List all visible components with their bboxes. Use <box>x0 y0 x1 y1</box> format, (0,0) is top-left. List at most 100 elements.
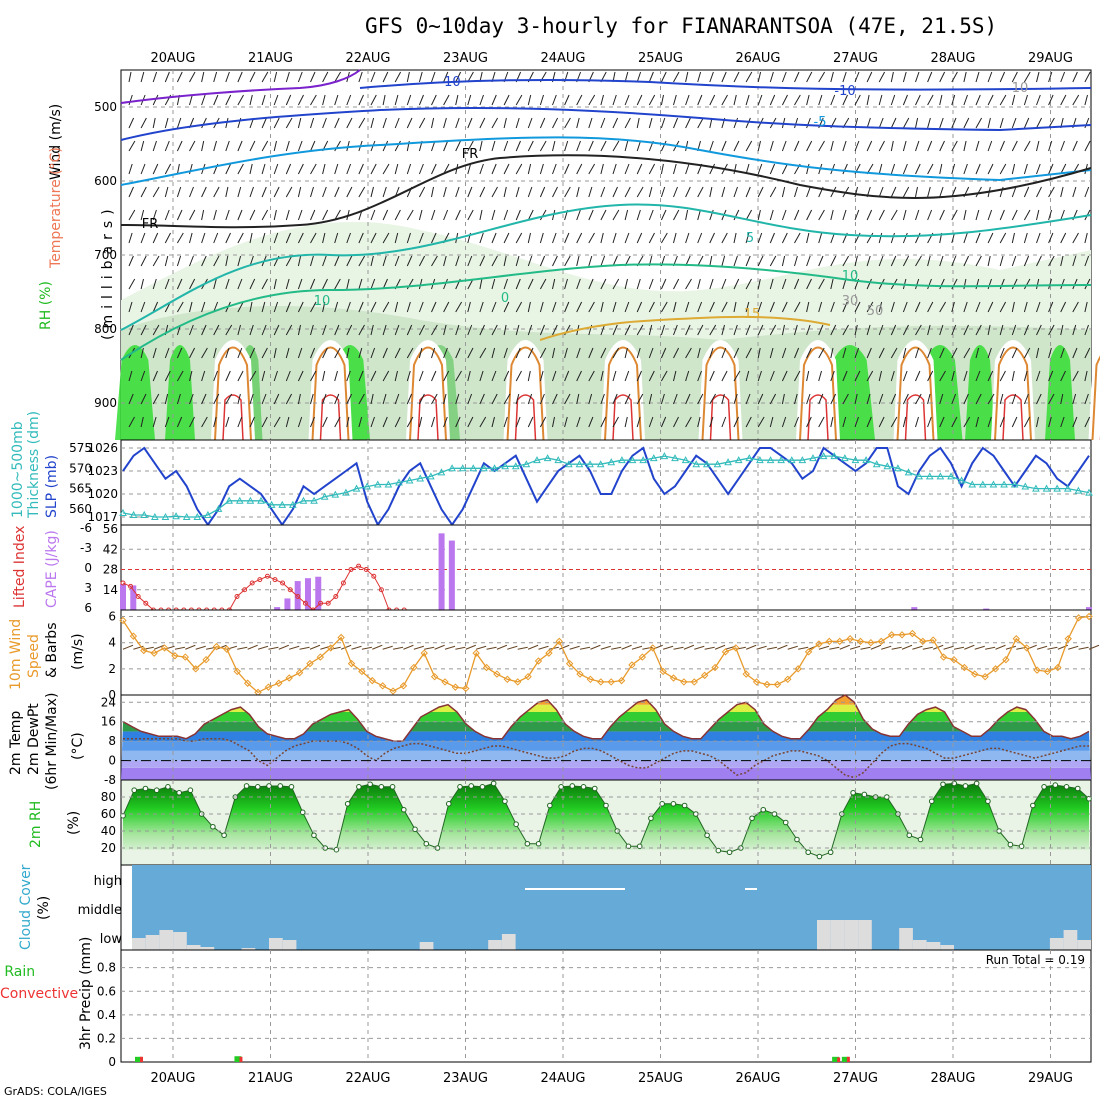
wind-barb <box>213 140 217 152</box>
wind-barb <box>479 324 485 336</box>
wind-barb <box>491 393 498 405</box>
wind-barb <box>588 140 594 152</box>
wind-barb <box>590 644 601 650</box>
wind-speed-marker <box>887 631 896 639</box>
wind-barb <box>189 186 194 198</box>
wind-barb <box>443 324 447 336</box>
wind-barb <box>539 278 547 290</box>
wind-barb <box>152 94 159 106</box>
wind-barb <box>660 163 664 175</box>
wind-barb <box>322 393 327 405</box>
wind-barb <box>322 209 329 221</box>
temperature-contour <box>120 263 1092 361</box>
temp-band <box>121 760 1091 768</box>
wind-barb <box>1023 140 1031 152</box>
wind-barb <box>890 232 895 244</box>
rh-marker <box>1018 843 1025 850</box>
wind-barb <box>152 416 157 428</box>
wind-barb <box>539 370 544 382</box>
wind-barb <box>370 71 376 83</box>
wind-barb <box>539 416 547 428</box>
wind-barb <box>709 278 714 290</box>
wind-barb <box>261 140 269 152</box>
wind-barb <box>636 163 643 175</box>
wind-speed-marker <box>482 663 491 672</box>
wind-barb <box>358 347 363 359</box>
wind-barb <box>745 209 753 221</box>
wind-barb <box>552 393 558 405</box>
wind-barb <box>1072 324 1077 336</box>
wind-barb <box>999 117 1004 129</box>
wind-barb <box>878 186 884 198</box>
wind-barb <box>515 117 520 129</box>
wind-barb <box>781 71 787 83</box>
wind-barb <box>975 94 981 106</box>
thickness-marker <box>1074 486 1083 494</box>
temp-line <box>122 694 1090 742</box>
wind-speed-marker <box>773 680 782 689</box>
wind-barb <box>794 186 798 198</box>
thickness-marker <box>1021 482 1030 490</box>
rh-marker <box>760 806 767 813</box>
wind-barb <box>588 117 593 129</box>
wind-barb <box>576 140 581 152</box>
wind-barb <box>1011 163 1016 175</box>
wind-barb <box>370 94 377 106</box>
thickness-marker <box>161 512 170 520</box>
wind-barb <box>310 186 314 198</box>
wind-barb <box>1072 301 1079 313</box>
wind-barb <box>322 324 327 336</box>
wind-barb <box>939 140 945 152</box>
wind-barb <box>346 370 351 382</box>
wind-barb <box>285 163 292 175</box>
cape-bar <box>911 607 918 610</box>
lifted-index-marker <box>257 577 263 583</box>
dry-column <box>698 340 743 440</box>
wind-barb <box>358 370 364 382</box>
rh-marker <box>254 784 261 790</box>
wind-speed-marker <box>1022 644 1031 652</box>
wind-barb <box>806 186 811 198</box>
thickness-marker <box>172 512 180 520</box>
wind-barb <box>552 255 558 267</box>
wind-barb <box>564 370 570 382</box>
rh-marker <box>726 849 733 856</box>
wind-barb <box>527 324 533 336</box>
rh-marker <box>591 785 598 792</box>
date-label-bottom: 23AUG <box>443 1071 488 1086</box>
cape-tick: 14 <box>103 583 118 597</box>
lifted-index-marker <box>120 580 126 586</box>
wind-barb <box>310 301 317 313</box>
wind-barb <box>612 255 618 267</box>
wind-barb <box>152 186 160 198</box>
wind-barb <box>866 232 874 244</box>
wind-barb <box>297 209 303 221</box>
wind-barb <box>818 140 825 152</box>
thickness-marker <box>671 454 679 462</box>
wind-barb <box>503 393 511 405</box>
wind-barb <box>576 393 580 405</box>
wind-barb <box>467 416 474 428</box>
wind-barb <box>902 255 910 267</box>
label-wind10-2: Speed <box>26 634 42 678</box>
wind-barb <box>539 94 544 106</box>
wind-barb <box>673 163 677 175</box>
wind-barb <box>757 71 762 83</box>
wind-barb <box>685 186 691 198</box>
wind-barb <box>806 370 810 382</box>
thickness-marker <box>872 460 881 468</box>
wind-barb <box>912 645 923 650</box>
wind-barb <box>963 209 967 221</box>
wind-barb <box>1005 645 1017 650</box>
wind-barb <box>128 416 135 428</box>
wind-barb <box>539 117 546 129</box>
pressure-tick: 600 <box>94 174 117 188</box>
thickness-marker <box>766 456 775 464</box>
wind-barb <box>443 209 449 221</box>
wind-barb <box>975 117 983 129</box>
wind-barb <box>467 255 473 267</box>
thickness-marker <box>490 464 499 472</box>
wind-barb <box>310 94 317 106</box>
wind-barb <box>660 140 667 152</box>
